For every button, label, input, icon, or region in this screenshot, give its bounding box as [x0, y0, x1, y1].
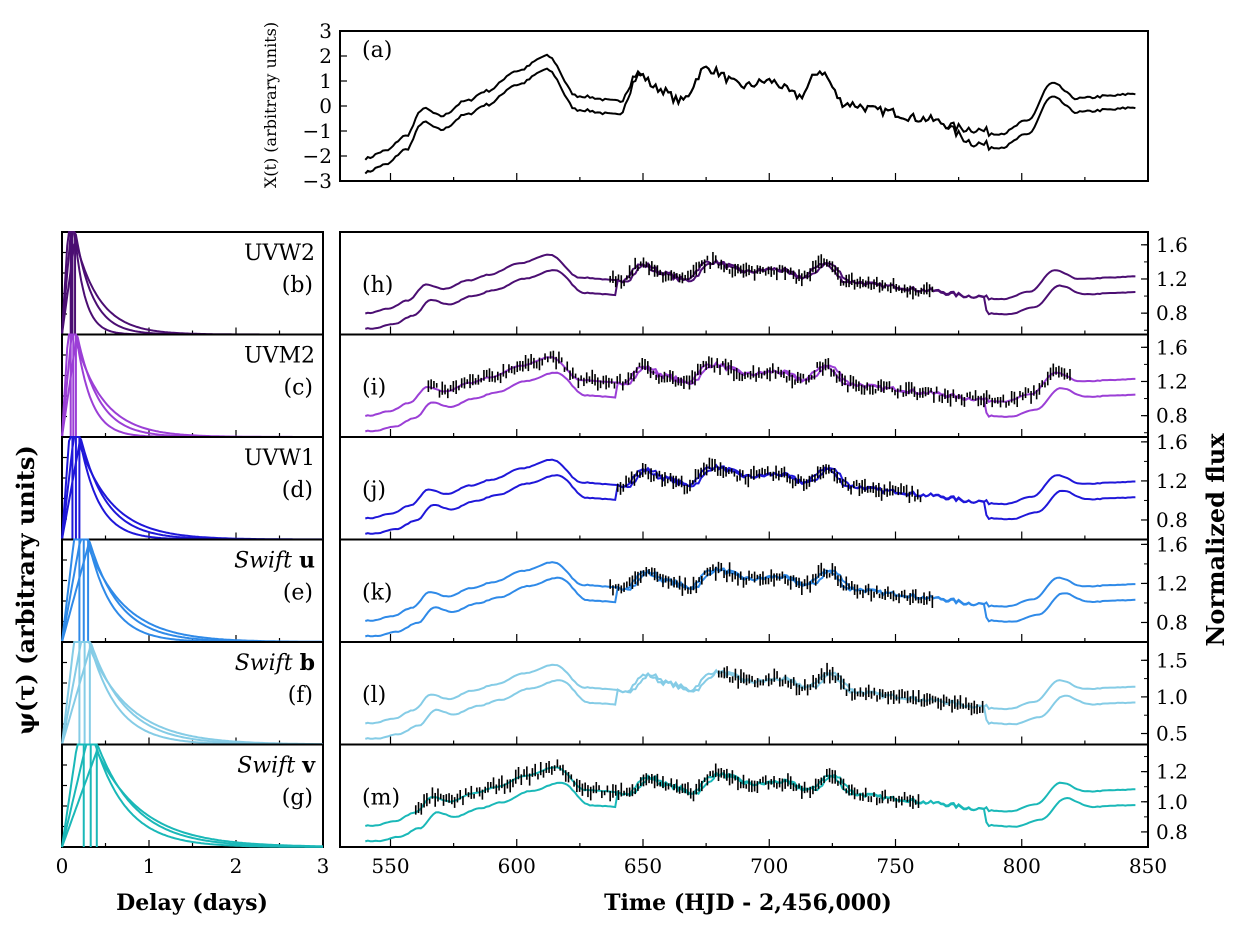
xtick-label-left: 0 [56, 854, 69, 878]
ytick-label-right: 1.2 [1156, 469, 1188, 493]
right-panel-label-swb: (l) [362, 683, 386, 708]
ytick-label-a: −3 [303, 169, 332, 193]
panel-a-frame [339, 30, 1149, 182]
ytick-label-right: 1.0 [1156, 790, 1188, 814]
xtick-label-left: 3 [317, 854, 330, 878]
axis-labels: X(t) (arbitrary units) ψ(τ) (arbitrary u… [11, 22, 1230, 916]
ytick-label-right: 1.6 [1156, 335, 1188, 359]
series-a-1 [364, 64, 1136, 175]
frame-right-uvw2 [339, 231, 1149, 336]
band-label-uvm2: UVM2 [244, 344, 315, 369]
ytick-label-a: 2 [319, 44, 332, 68]
right-panel-label-uvm2: (i) [362, 376, 386, 401]
ytick-label-a: −2 [303, 144, 332, 168]
xtick-label-left: 1 [143, 854, 156, 878]
model-curve-uvw2-0 [365, 253, 1136, 315]
ytick-label-right: 1.6 [1156, 430, 1188, 454]
model-curve-swu-1 [365, 566, 1136, 638]
model-curve-swb-0 [365, 663, 1136, 725]
right-panel-swb: 1.5 1.0 0.5 (l) [339, 641, 1188, 746]
band-label-plain: b [300, 650, 315, 676]
right-panel-uvm2: 1.6 1.2 0.8 (i) [339, 333, 1188, 438]
right-panel-label-swv: (m) [362, 786, 400, 811]
left-panel-swv: Swift v (g) [61, 743, 324, 848]
ytick-label-right: 0.8 [1156, 301, 1188, 325]
xtick-label-right: 850 [1129, 854, 1167, 878]
left-panel-swb: Swift b (f) [61, 641, 324, 746]
right-panel-uvw2: 1.6 1.2 0.8 (h) [339, 231, 1188, 336]
left-panel-label-swb: (f) [288, 683, 313, 708]
right-panel-uvw1: 1.6 1.2 0.8 (j) [339, 430, 1188, 541]
right-panel-label-swu: (k) [362, 581, 393, 606]
left-panel-uvw2: UVW2 (b) [61, 231, 324, 336]
left-panel-label-swu: (e) [283, 581, 313, 606]
band-label-italic: Swift [234, 549, 299, 574]
ytick-label-right: 0.5 [1156, 722, 1188, 746]
ytick-label-right: 0.8 [1156, 820, 1188, 844]
model-curve-swv-0 [365, 766, 1136, 827]
ytick-label-right: 1.2 [1156, 369, 1188, 393]
left-panel-uvm2: UVM2 (c) [61, 333, 324, 438]
ytick-label-right: 1.2 [1156, 571, 1188, 595]
right-panel-swu: 1.6 1.2 0.8 (k) [339, 532, 1188, 643]
band-label-italic: Swift [235, 651, 300, 676]
model-curve-uvw2-1 [365, 258, 1136, 330]
right-panel-swv: 1.2 1.0 0.8 (m) [339, 743, 1188, 848]
left-panel-label-uvm2: (c) [284, 376, 314, 401]
xtick-label-right: 800 [1003, 854, 1041, 878]
right-panel-label-uvw2: (h) [362, 273, 393, 298]
right-panel-label-uvw1: (j) [362, 478, 386, 503]
frame-right-swv [339, 743, 1149, 848]
ylabel-right: Normalized flux [1201, 433, 1230, 647]
ytick-label-a: 3 [319, 19, 332, 43]
ytick-label-a: 1 [319, 69, 332, 93]
band-label-italic: Swift [237, 754, 302, 779]
ytick-label-right: 1.2 [1156, 267, 1188, 291]
xlabel-left: Delay (days) [116, 890, 268, 916]
model-curve-uvm2-0 [365, 356, 1136, 417]
model-curve-swv-1 [365, 771, 1136, 843]
ytick-label-right: 1.6 [1156, 532, 1188, 556]
ytick-label-a: −1 [303, 119, 332, 143]
left-panel-label-uvw1: (d) [282, 478, 313, 503]
band-label-plain: v [301, 753, 316, 779]
xtick-label-right: 600 [498, 854, 536, 878]
ytick-label-right: 0.8 [1156, 508, 1188, 532]
xtick-label-left: 2 [230, 854, 243, 878]
ytick-label-right: 1.6 [1156, 233, 1188, 257]
ytick-label-right: 1.2 [1156, 760, 1188, 784]
ytick-label-a: 0 [319, 94, 332, 118]
band-label-swu: Swift u [234, 548, 315, 574]
model-curve-swu-0 [365, 561, 1136, 622]
ytick-label-right: 1.0 [1156, 685, 1188, 709]
left-panel-uvw1: UVW1 (d) [61, 436, 324, 541]
band-label-swb: Swift b [235, 650, 315, 676]
xlabel-right: Time (HJD - 2,456,000) [604, 890, 892, 916]
tf-curve-swv-2 [61, 748, 323, 848]
right-panels: 1.61.20.8(h)1.61.20.8(i)1.61.20.8(j)1.61… [339, 231, 1188, 848]
xtick-label-right: 700 [750, 854, 788, 878]
left-panel-label-swv: (g) [282, 786, 313, 811]
model-curve-swb-1 [365, 669, 1136, 740]
panel-label-a: (a) [362, 38, 392, 63]
band-label-uvw1: UVW1 [244, 446, 315, 471]
ytick-label-right: 0.8 [1156, 610, 1188, 634]
left-panel-label-uvw2: (b) [282, 273, 313, 298]
ytick-label-right: 1.5 [1156, 648, 1188, 672]
xtick-label-right: 550 [371, 854, 409, 878]
model-curve-uvw1-0 [365, 458, 1136, 520]
xtick-label-right: 650 [624, 854, 662, 878]
left-panel-swu: Swift u (e) [61, 538, 324, 643]
ylabel-top: X(t) (arbitrary units) [261, 22, 280, 188]
left-panels: UVW2 (b) UVM2 (c) UVW1 (d) Swift u (e) Swift b (f… [61, 231, 324, 848]
xtick-label-right: 750 [876, 854, 914, 878]
band-label-uvw2: UVW2 [244, 241, 315, 266]
ylabel-left: ψ(τ) (arbitrary units) [11, 445, 40, 734]
band-label-plain: u [299, 548, 315, 574]
ytick-label-right: 0.8 [1156, 404, 1188, 428]
band-label-swv: Swift v [237, 753, 316, 779]
